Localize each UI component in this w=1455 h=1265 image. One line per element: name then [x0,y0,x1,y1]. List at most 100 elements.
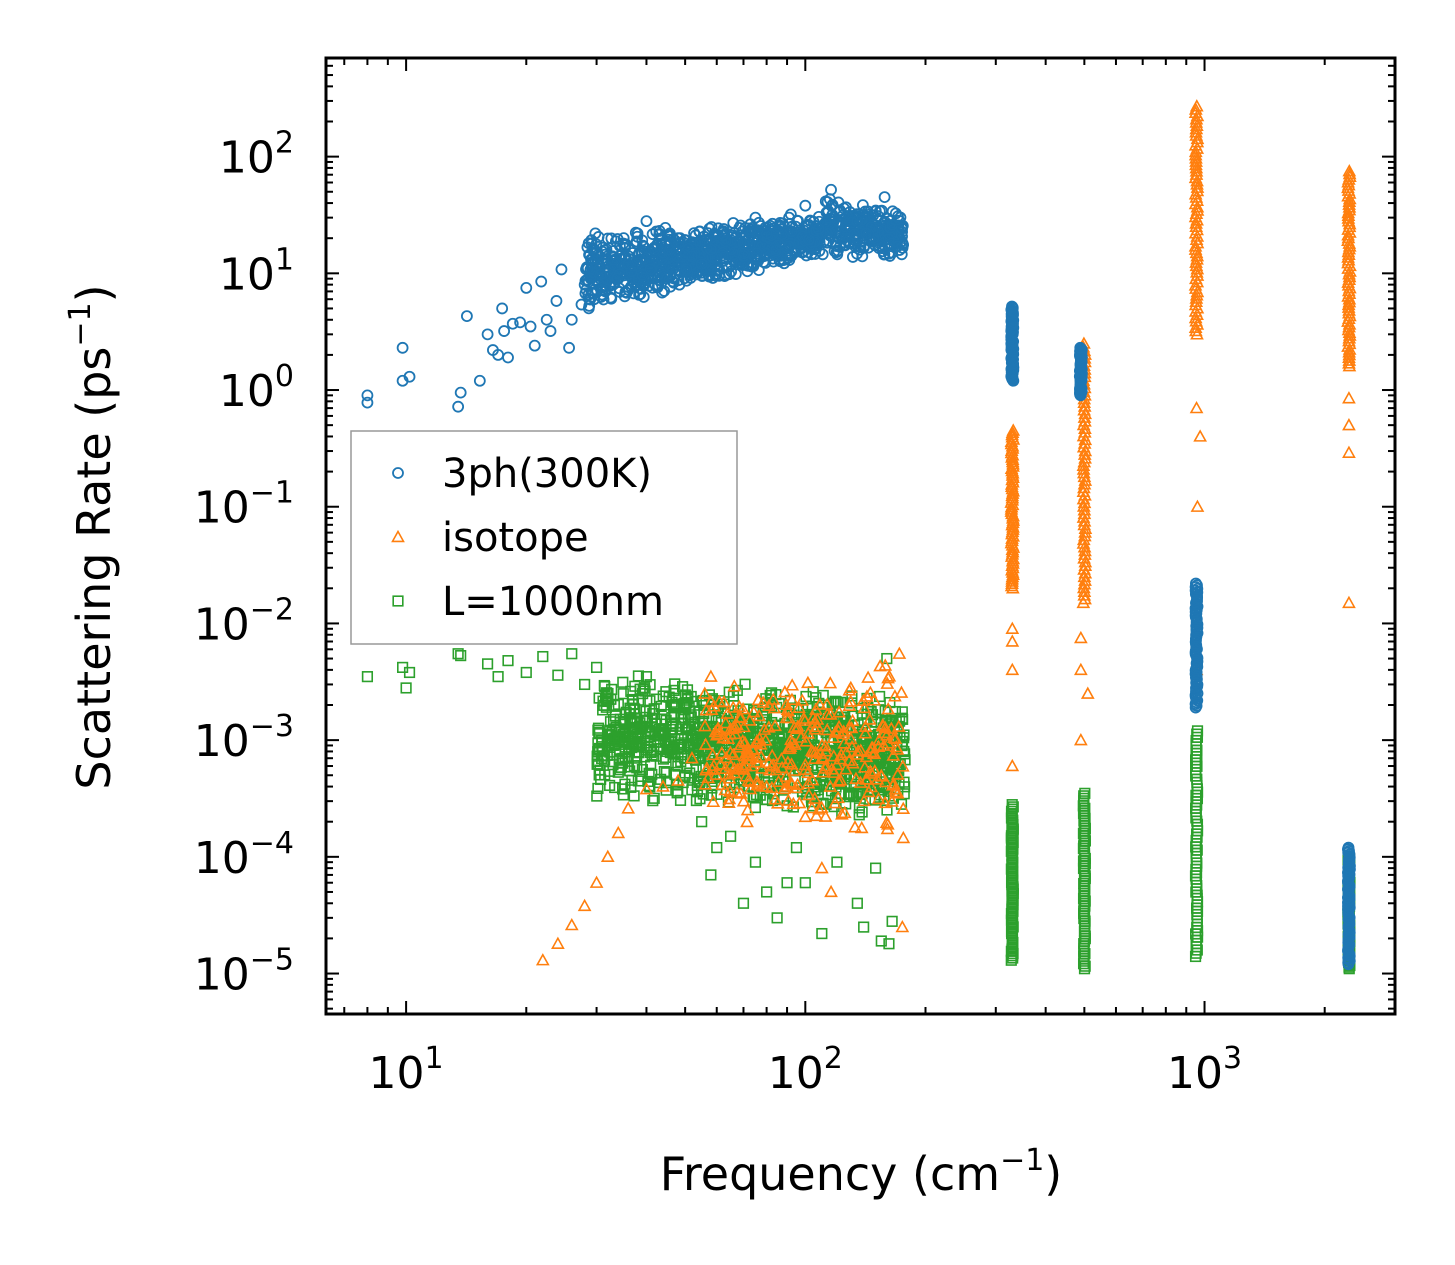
data-point [361,396,374,409]
data-point [1076,458,1091,472]
data-point [851,215,864,228]
data-point [1005,621,1020,634]
data-point [775,728,787,740]
data-point [621,801,636,814]
legend-marker [392,595,404,607]
data-point [670,757,682,769]
data-point [823,753,835,766]
data-point [720,706,735,719]
data-point [1077,395,1092,409]
data-point [577,898,592,912]
y-tick-label: 10−1 [194,476,294,534]
data-point [1189,219,1204,233]
y-tick-label: 10−5 [194,943,294,1001]
data-point [1190,252,1204,265]
data-point [632,670,645,682]
data-point [819,759,833,772]
data-point [700,233,713,246]
data-point [848,228,861,241]
data-point [1076,484,1091,497]
data-point [1077,551,1091,564]
data-point [1006,799,1018,811]
data-point [854,820,869,834]
data-point [670,698,682,710]
data-point [1189,291,1204,304]
data-point [785,678,800,691]
data-point [727,217,740,229]
data-point [725,830,737,842]
data-point [880,817,895,830]
data-point [1189,164,1204,177]
data-point [1189,577,1202,590]
data-point [1007,801,1019,813]
data-point [844,720,859,734]
data-point [617,688,629,700]
data-point [839,762,853,775]
data-point [566,648,578,660]
data-point [640,671,653,683]
data-point [827,765,842,778]
data-point [551,936,565,949]
data-point [1189,265,1204,278]
data-point [781,793,796,806]
data-point [894,211,907,224]
data-point [896,706,908,718]
data-point [1188,105,1203,118]
data-point [1189,157,1203,171]
data-point [506,317,519,330]
data-point [514,316,527,329]
data-point [492,671,504,683]
data-point [663,244,676,256]
data-point [597,289,610,302]
data-point [1078,525,1092,538]
data-point [1076,580,1091,594]
data-point [820,722,834,736]
data-point [711,251,723,264]
data-point [767,700,782,714]
data-point [754,749,769,762]
data-point [1188,148,1203,161]
data-point [640,711,652,723]
data-point [703,694,718,707]
data-point [829,757,844,771]
data-point [656,246,669,259]
data-point [836,724,851,737]
data-point [783,739,798,753]
data-point [592,722,605,734]
data-point [722,767,736,780]
data-point [790,841,803,854]
data-point [1078,473,1093,486]
data-point [698,737,713,750]
data-point [766,757,781,771]
data-point [802,233,815,246]
data-point [832,719,846,733]
data-point [896,830,911,844]
data-point [851,897,863,909]
data-point [726,747,741,761]
data-point [727,679,742,692]
data-point [601,734,613,746]
data-point [1077,503,1092,516]
data-point [361,671,374,683]
data-point [742,259,755,272]
data-point [620,251,632,264]
data-point [839,745,854,759]
data-point [657,753,670,765]
data-point [594,268,607,281]
data-point [1080,686,1095,699]
data-point [889,739,904,753]
data-point [833,788,845,800]
data-point [809,710,821,722]
data-point [804,743,819,757]
data-point [667,742,680,754]
data-point [1006,300,1018,313]
data-point [832,705,846,718]
data-point [821,196,834,208]
data-point [674,794,687,806]
data-point [673,739,685,751]
data-point [746,222,759,234]
data-point [1189,400,1204,414]
data-point [617,789,630,801]
data-point [767,255,780,268]
data-point [808,745,823,758]
